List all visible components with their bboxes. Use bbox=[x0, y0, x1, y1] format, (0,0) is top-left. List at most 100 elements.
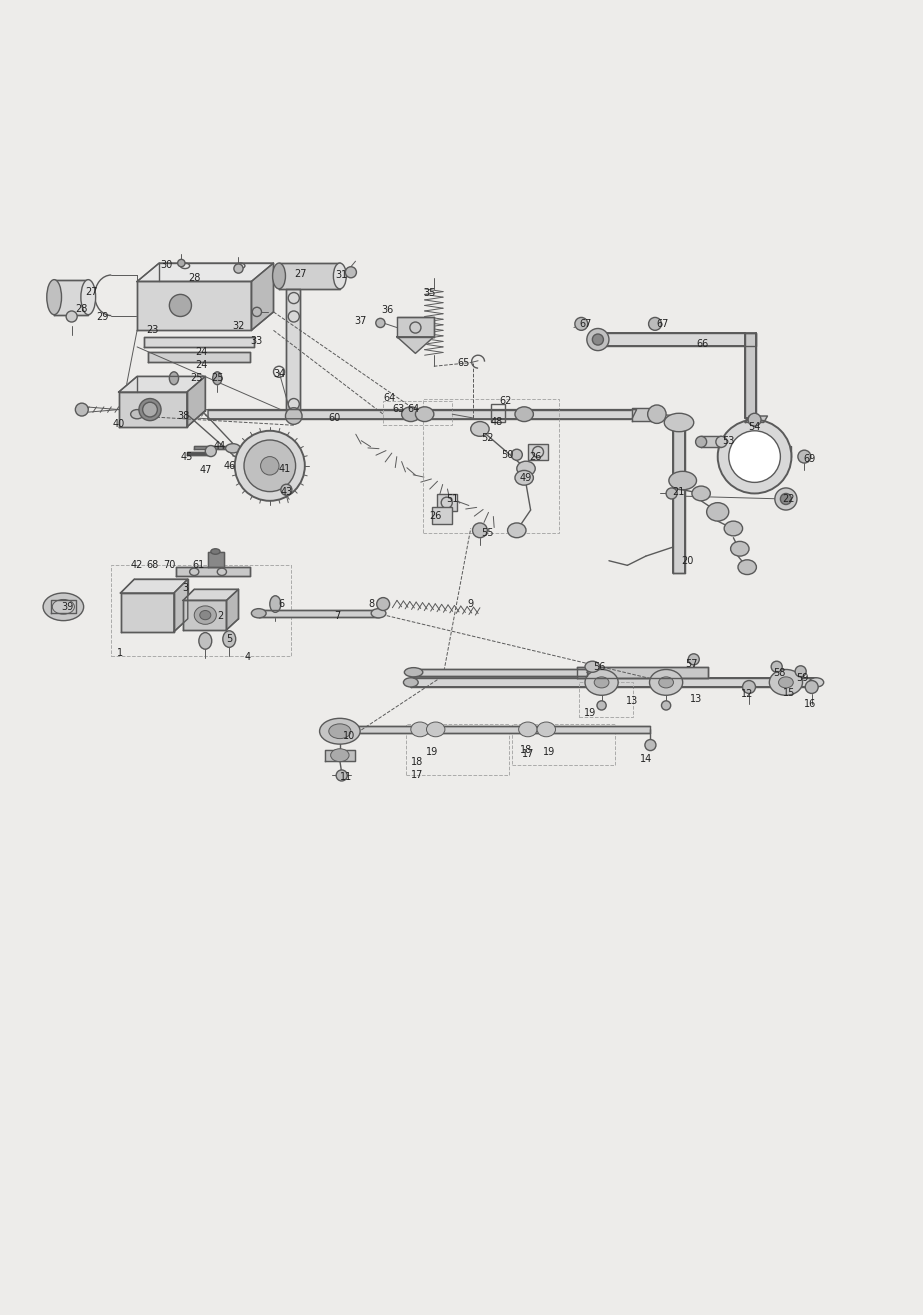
Ellipse shape bbox=[594, 677, 609, 688]
Bar bbox=[383, 401, 452, 425]
Text: 14: 14 bbox=[640, 753, 652, 764]
Ellipse shape bbox=[729, 431, 780, 483]
Bar bbox=[437, 494, 457, 512]
Text: 44: 44 bbox=[214, 441, 226, 451]
Polygon shape bbox=[121, 593, 174, 631]
Text: 42: 42 bbox=[131, 560, 143, 571]
Ellipse shape bbox=[648, 405, 666, 423]
Text: 28: 28 bbox=[188, 272, 200, 283]
Text: 38: 38 bbox=[177, 412, 189, 421]
Text: 16: 16 bbox=[804, 698, 816, 709]
Ellipse shape bbox=[666, 488, 677, 498]
Ellipse shape bbox=[585, 661, 600, 672]
Ellipse shape bbox=[707, 502, 729, 521]
Ellipse shape bbox=[285, 408, 302, 425]
Text: 13: 13 bbox=[690, 694, 702, 704]
Ellipse shape bbox=[345, 267, 356, 277]
Polygon shape bbox=[174, 579, 187, 631]
Ellipse shape bbox=[716, 437, 727, 447]
Text: 55: 55 bbox=[481, 529, 494, 538]
Polygon shape bbox=[54, 280, 89, 314]
Polygon shape bbox=[186, 376, 205, 427]
Ellipse shape bbox=[587, 329, 609, 351]
Ellipse shape bbox=[718, 419, 791, 493]
Polygon shape bbox=[251, 263, 273, 330]
Bar bbox=[580, 682, 633, 718]
Ellipse shape bbox=[774, 488, 797, 510]
Text: 19: 19 bbox=[426, 747, 438, 756]
Ellipse shape bbox=[43, 593, 84, 621]
Ellipse shape bbox=[585, 669, 618, 696]
Polygon shape bbox=[411, 677, 816, 686]
Text: 63: 63 bbox=[392, 404, 405, 414]
Text: 24: 24 bbox=[196, 360, 208, 371]
Ellipse shape bbox=[597, 701, 606, 710]
Text: 67: 67 bbox=[580, 318, 593, 329]
Text: 30: 30 bbox=[161, 260, 173, 270]
Ellipse shape bbox=[403, 677, 418, 686]
Text: 9: 9 bbox=[468, 600, 473, 609]
Text: 19: 19 bbox=[543, 747, 555, 756]
Text: 22: 22 bbox=[783, 494, 795, 504]
Ellipse shape bbox=[47, 280, 62, 314]
Ellipse shape bbox=[471, 422, 489, 437]
Ellipse shape bbox=[649, 317, 662, 330]
Text: 68: 68 bbox=[147, 560, 159, 571]
Polygon shape bbox=[52, 601, 77, 613]
Polygon shape bbox=[674, 422, 685, 573]
Ellipse shape bbox=[234, 431, 305, 501]
Ellipse shape bbox=[222, 631, 235, 647]
Text: 41: 41 bbox=[279, 464, 291, 473]
Ellipse shape bbox=[809, 677, 823, 686]
Ellipse shape bbox=[519, 722, 537, 736]
Text: 13: 13 bbox=[626, 696, 638, 706]
Polygon shape bbox=[258, 610, 378, 617]
Ellipse shape bbox=[244, 441, 295, 492]
Text: 52: 52 bbox=[481, 433, 494, 443]
Text: 3: 3 bbox=[182, 584, 188, 593]
Ellipse shape bbox=[659, 677, 674, 688]
Text: 26: 26 bbox=[529, 451, 542, 462]
Text: 49: 49 bbox=[520, 473, 533, 483]
Ellipse shape bbox=[371, 609, 386, 618]
Ellipse shape bbox=[473, 523, 487, 538]
Ellipse shape bbox=[377, 597, 390, 610]
Text: 35: 35 bbox=[423, 288, 436, 299]
Text: 61: 61 bbox=[193, 560, 205, 571]
Ellipse shape bbox=[402, 406, 420, 422]
Text: 19: 19 bbox=[584, 707, 596, 718]
Text: 53: 53 bbox=[723, 435, 735, 446]
Ellipse shape bbox=[743, 681, 756, 693]
Text: 4: 4 bbox=[245, 652, 251, 663]
Ellipse shape bbox=[511, 450, 522, 460]
Bar bbox=[432, 508, 452, 523]
Ellipse shape bbox=[252, 308, 261, 317]
Ellipse shape bbox=[696, 437, 707, 447]
Text: 34: 34 bbox=[273, 368, 285, 379]
Text: 12: 12 bbox=[741, 689, 753, 700]
Polygon shape bbox=[701, 437, 722, 447]
Text: 28: 28 bbox=[76, 304, 88, 314]
Ellipse shape bbox=[260, 456, 279, 475]
Polygon shape bbox=[325, 750, 354, 760]
Text: 20: 20 bbox=[681, 556, 693, 565]
Ellipse shape bbox=[270, 596, 281, 613]
Polygon shape bbox=[183, 589, 238, 601]
Polygon shape bbox=[119, 376, 205, 392]
Ellipse shape bbox=[376, 318, 385, 327]
Ellipse shape bbox=[205, 446, 216, 456]
Text: 18: 18 bbox=[520, 744, 533, 755]
Ellipse shape bbox=[198, 633, 211, 650]
Text: 43: 43 bbox=[281, 487, 293, 497]
Text: 70: 70 bbox=[163, 560, 175, 571]
Polygon shape bbox=[149, 351, 249, 362]
Ellipse shape bbox=[333, 263, 346, 289]
Ellipse shape bbox=[537, 722, 556, 736]
Text: 21: 21 bbox=[672, 487, 684, 497]
Ellipse shape bbox=[143, 402, 157, 417]
Text: 26: 26 bbox=[429, 512, 442, 522]
Ellipse shape bbox=[650, 669, 683, 696]
Text: 25: 25 bbox=[191, 373, 203, 383]
Text: 17: 17 bbox=[521, 750, 534, 759]
Ellipse shape bbox=[515, 471, 533, 485]
